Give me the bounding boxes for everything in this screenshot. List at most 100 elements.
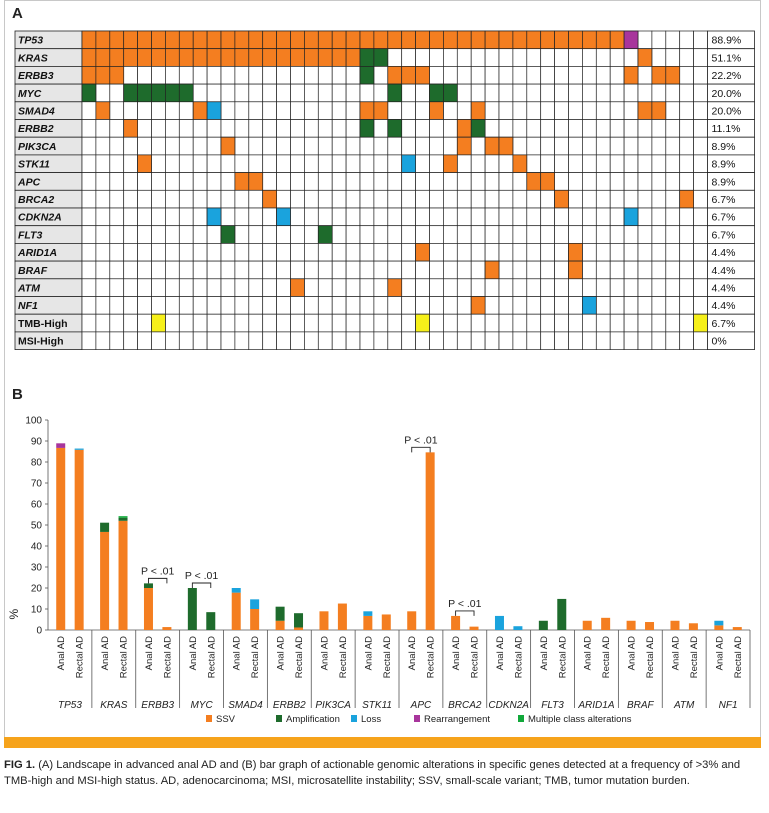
bar-segment-ssv [275,620,285,630]
bar-segment-ssv [381,614,391,630]
oncoprint-empty-cell [582,331,597,350]
x-group-label: Anal AD [188,636,199,670]
oncoprint-empty-cell [665,331,681,350]
oncoprint-empty-cell [568,172,583,191]
oncoprint-empty-cell [568,83,583,103]
oncoprint-empty-cell [304,119,319,138]
oncoprint-empty-cell [151,278,166,297]
oncoprint-alteration-cell [248,30,264,50]
oncoprint-empty-cell [512,172,528,191]
x-group-label: Anal AD [583,636,594,670]
oncoprint-empty-cell [151,189,166,209]
oncoprint-empty-cell [637,172,653,191]
x-group-label: Anal AD [144,636,155,670]
oncoprint-empty-cell [95,136,111,156]
oncoprint-empty-cell [554,172,569,191]
bar-segment-ssv [118,520,128,630]
bar-segment-ssv [143,588,153,630]
oncoprint-empty-cell [109,207,125,227]
oncoprint-empty-cell [178,225,194,244]
oncoprint-empty-cell [220,189,236,209]
oncoprint-empty-cell [373,331,389,350]
oncoprint-empty-cell [443,278,458,297]
bar-segment-loss [231,588,241,593]
oncoprint-alteration-cell [623,207,639,227]
oncoprint-empty-cell [304,260,319,280]
oncoprint-alteration-cell [456,30,472,50]
oncoprint-empty-cell [317,83,333,103]
oncoprint-percent-label: 8.9% [712,141,736,153]
oncoprint-empty-cell [206,331,222,350]
oncoprint-empty-cell [609,278,625,297]
oncoprint-empty-cell [470,278,486,297]
oncoprint-empty-cell [665,296,681,315]
oncoprint-empty-cell [609,207,625,227]
y-tick-label: 0 [36,626,42,637]
oncoprint-alteration-cell [540,30,555,50]
significance-label: P < .01 [141,565,175,577]
oncoprint-empty-cell [429,189,444,209]
oncoprint-empty-cell [623,296,639,315]
oncoprint-alteration-cell [151,313,166,333]
oncoprint-empty-cell [262,313,277,333]
oncoprint-empty-cell [373,278,389,297]
oncoprint-empty-cell [443,48,458,67]
oncoprint-empty-cell [81,207,97,227]
oncoprint-percent-label: 88.9% [712,35,742,47]
x-group-label: Rectal AD [162,636,173,678]
x-group-label: Anal AD [407,636,418,670]
oncoprint-empty-cell [693,278,708,297]
oncoprint-empty-cell [137,172,152,191]
oncoprint-empty-cell [262,83,277,103]
oncoprint-empty-cell [123,101,138,120]
oncoprint-empty-cell [262,136,277,156]
caption-text: (A) Landscape in advanced anal AD and (B… [4,759,741,787]
oncoprint-empty-cell [456,66,472,85]
oncoprint-alteration-cell [109,30,125,50]
oncoprint-alteration-cell [373,30,389,50]
oncoprint-empty-cell [178,66,194,85]
oncoprint-gene-label: ERBB2 [18,123,54,135]
oncoprint-empty-cell [512,66,528,85]
oncoprint-empty-cell [359,207,375,227]
oncoprint-alteration-cell [206,48,222,67]
bar-segment-ssv [337,603,347,630]
oncoprint-empty-cell [554,66,569,85]
oncoprint-empty-cell [415,207,430,227]
oncoprint-empty-cell [693,66,708,85]
oncoprint-empty-cell [262,260,277,280]
oncoprint-empty-cell [137,66,152,85]
bar-segment-ssv [645,622,655,630]
bar-segment-amplification [118,517,128,521]
oncoprint-empty-cell [192,278,208,297]
x-group-label: Rectal AD [426,636,437,678]
oncoprint-empty-cell [582,207,597,227]
oncoprint-empty-cell [276,243,291,262]
bar-segment-ssv [162,627,172,630]
oncoprint-empty-cell [484,313,500,333]
significance-bracket [148,577,168,584]
significance-label: P < .01 [448,598,482,610]
panel-label-b: B [12,386,23,403]
oncoprint-empty-cell [248,119,264,138]
oncoprint-empty-cell [609,154,625,173]
oncoprint-empty-cell [693,189,708,209]
oncoprint-empty-cell [276,296,291,315]
oncoprint-empty-cell [220,101,236,120]
x-group-label: Anal AD [451,636,462,670]
oncoprint-empty-cell [456,260,472,280]
oncoprint-empty-cell [401,119,416,138]
oncoprint-empty-cell [665,207,681,227]
oncoprint-empty-cell [609,172,625,191]
oncoprint-empty-cell [498,243,514,262]
oncoprint-empty-cell [387,225,403,244]
legend-swatch-multiple-class-alterations [518,715,524,722]
oncoprint-empty-cell [498,296,514,315]
oncoprint-empty-cell [456,278,472,297]
y-tick-label: 40 [31,542,43,553]
oncoprint-empty-cell [123,66,138,85]
legend-swatch-rearrangement [414,715,420,722]
oncoprint-alteration-cell [456,136,472,156]
oncoprint-empty-cell [651,119,667,138]
oncoprint-percent-label: 6.7% [712,194,736,206]
